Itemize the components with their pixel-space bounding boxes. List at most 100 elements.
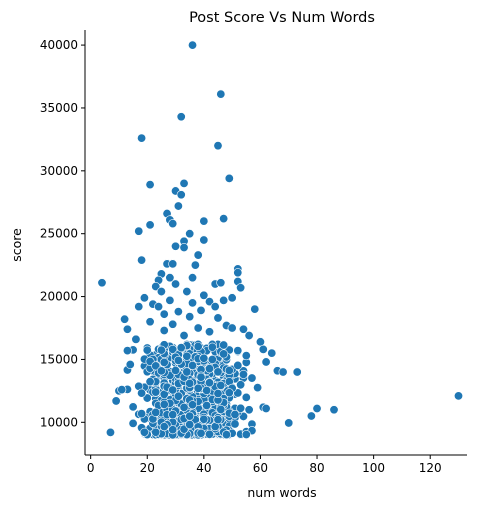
data-point (111, 396, 121, 406)
data-point (188, 400, 198, 410)
data-point (216, 278, 226, 288)
data-point (454, 391, 464, 401)
x-tick-label: 100 (362, 461, 385, 475)
data-point (247, 373, 257, 383)
data-point (176, 343, 186, 353)
data-point (185, 312, 195, 322)
data-point (168, 259, 178, 269)
data-point (168, 410, 178, 420)
data-point (216, 89, 226, 99)
data-point (134, 226, 144, 236)
data-point (185, 378, 195, 388)
data-point (241, 351, 251, 361)
data-point (105, 427, 115, 437)
data-point (142, 393, 152, 403)
data-point (122, 324, 132, 334)
data-point (219, 349, 229, 359)
data-point (137, 133, 147, 143)
x-axis-label: num words (247, 485, 316, 500)
data-point (267, 348, 277, 358)
x-tick-label: 0 (87, 461, 95, 475)
data-point (117, 385, 127, 395)
data-point (205, 327, 215, 337)
data-point (219, 340, 229, 350)
data-point (134, 302, 144, 312)
data-point (244, 331, 254, 341)
data-point (151, 361, 161, 371)
data-point (205, 297, 215, 307)
data-point (120, 314, 130, 324)
data-point (159, 422, 169, 432)
x-tick-label: 40 (196, 461, 211, 475)
data-point (202, 401, 212, 411)
data-point (173, 201, 183, 211)
data-point (173, 391, 183, 401)
data-point (151, 282, 161, 292)
data-point (227, 293, 237, 303)
data-point (213, 389, 223, 399)
data-point (151, 407, 161, 417)
data-point (173, 355, 183, 365)
data-point (156, 366, 166, 376)
data-point (261, 357, 271, 367)
data-point (145, 317, 155, 327)
data-point (205, 429, 215, 439)
data-point (165, 273, 175, 283)
data-point (258, 344, 268, 354)
y-tick-label: 30000 (40, 164, 78, 178)
data-point (188, 298, 198, 308)
data-point (236, 403, 246, 413)
y-tick-label: 35000 (40, 101, 78, 115)
data-point (196, 372, 206, 382)
y-tick-label: 25000 (40, 227, 78, 241)
data-point (210, 302, 220, 312)
data-point (159, 357, 169, 367)
data-point (233, 346, 243, 356)
y-axis-label: score (9, 228, 24, 262)
data-point (238, 369, 248, 379)
data-point (179, 402, 189, 412)
data-point (312, 403, 322, 413)
data-point (159, 326, 169, 336)
y-axis-ticks: 10000 15000 20000 25000 30000 35000 40000 (40, 38, 85, 429)
data-point (128, 418, 138, 428)
data-point (284, 418, 294, 428)
chart-title: Post Score Vs Num Words (189, 10, 375, 26)
data-point (171, 279, 181, 289)
data-point (185, 411, 195, 421)
data-point (236, 380, 246, 390)
data-point (137, 409, 147, 419)
data-point (199, 290, 209, 300)
data-point (213, 141, 223, 151)
data-point (219, 295, 229, 305)
data-point (221, 430, 231, 440)
data-point (227, 323, 237, 333)
data-point (145, 220, 155, 230)
data-point (306, 411, 316, 421)
data-point (216, 404, 226, 414)
data-point (182, 351, 192, 361)
data-point (292, 367, 302, 377)
data-point (171, 241, 181, 251)
data-point (205, 378, 215, 388)
data-point (125, 359, 135, 369)
data-point (139, 293, 149, 303)
data-point (250, 304, 260, 314)
data-point (241, 392, 251, 402)
data-point (207, 354, 217, 364)
data-point (190, 260, 200, 270)
data-point (230, 419, 240, 429)
data-point (168, 385, 178, 395)
data-point (241, 429, 251, 439)
data-point (261, 403, 271, 413)
data-point (329, 405, 339, 415)
data-point (216, 380, 226, 390)
data-point (255, 337, 265, 347)
data-point (154, 302, 164, 312)
x-tick-label: 80 (309, 461, 324, 475)
data-point (179, 178, 189, 188)
data-point (244, 405, 254, 415)
data-point (199, 353, 209, 363)
data-point (213, 313, 223, 323)
data-point (196, 305, 206, 315)
